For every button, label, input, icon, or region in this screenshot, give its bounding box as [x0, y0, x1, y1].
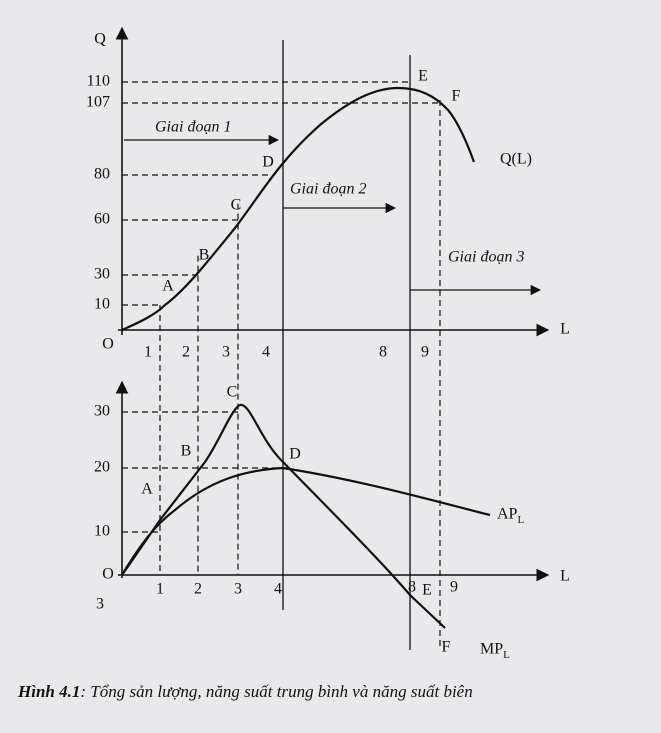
x-tick-label: 1	[156, 581, 164, 598]
point-label: C	[227, 384, 238, 401]
x-tick-label: 3	[234, 581, 242, 598]
x-tick-label: 9	[421, 344, 429, 361]
x-tick-label: 8	[379, 344, 387, 361]
origin-label: O	[102, 336, 114, 353]
stage-label: Giai đoạn 1	[155, 119, 231, 136]
point-label: A	[141, 481, 153, 498]
point-label: F	[442, 639, 451, 656]
stage-label: Giai đoạn 2	[290, 181, 366, 198]
y-tick-label: 30	[94, 266, 110, 283]
marginal-product-curve	[121, 403, 446, 629]
curve-label-subscript: L	[517, 514, 524, 526]
y-tick-label: 60	[94, 211, 110, 228]
caption: Hình 4.1: Tổng sản lượng, năng suất trun…	[17, 682, 473, 701]
y-tick-label: 10	[94, 296, 110, 313]
x-tick-label: 9	[450, 579, 458, 596]
axis-label: L	[560, 321, 570, 338]
total-product-curve	[121, 86, 476, 332]
point-label: B	[181, 443, 192, 460]
y-tick-label: 30	[94, 403, 110, 420]
x-tick-label: 4	[262, 344, 270, 361]
y-tick-label: 10	[94, 523, 110, 540]
x-tick-label: 1	[144, 344, 152, 361]
corner-label: 3	[96, 596, 104, 613]
y-tick-label: 80	[94, 166, 110, 183]
caption-label: Hình 4.1	[17, 682, 80, 701]
x-tick-label: 3	[222, 344, 230, 361]
curve-label: APL	[497, 506, 524, 526]
x-tick-label: 2	[182, 344, 190, 361]
point-label: A	[162, 278, 174, 295]
point-label: E	[422, 582, 432, 599]
point-label: E	[418, 68, 428, 85]
origin-label: O	[102, 566, 114, 583]
y-tick-label: 110	[87, 73, 110, 90]
point-label: D	[262, 154, 274, 171]
x-tick-label: 4	[274, 581, 282, 598]
y-tick-label: 20	[94, 459, 110, 476]
x-tick-label: 8	[408, 579, 416, 596]
axis-label: L	[560, 568, 570, 585]
stage-label: Giai đoạn 3	[448, 249, 524, 266]
curve-label-subscript: L	[503, 649, 510, 661]
point-label: F	[452, 88, 461, 105]
average-product-curve	[121, 466, 491, 576]
point-label: C	[231, 197, 242, 214]
x-tick-label: 2	[194, 581, 202, 598]
caption-text: : Tổng sản lượng, năng suất trung bình v…	[80, 682, 472, 701]
curve-label: Q(L)	[500, 151, 532, 168]
point-label: D	[289, 446, 301, 463]
axis-label: Q	[94, 31, 106, 48]
point-label: B	[199, 247, 210, 264]
curve-label: MPL	[480, 641, 510, 661]
y-tick-label: 107	[86, 94, 110, 111]
